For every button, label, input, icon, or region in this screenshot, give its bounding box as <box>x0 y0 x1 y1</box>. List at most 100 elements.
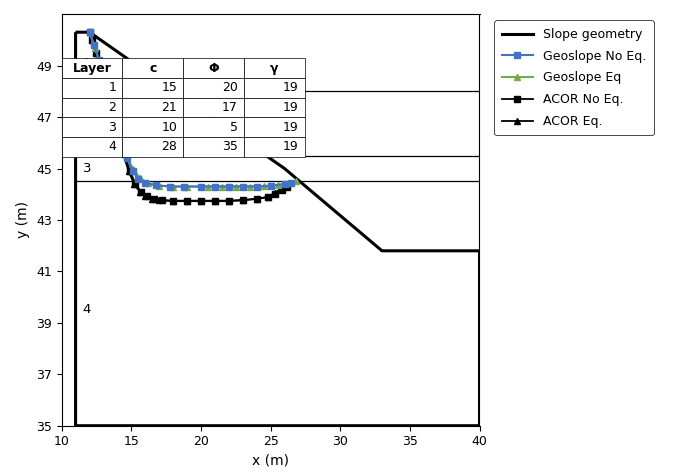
ACOR Eq. <box>119 150 127 156</box>
Text: 3: 3 <box>83 162 91 175</box>
ACOR Eq. <box>197 198 205 204</box>
ACOR No Eq. <box>98 65 106 71</box>
Line: ACOR No Eq.: ACOR No Eq. <box>87 29 290 203</box>
Geoslope Eq <box>260 183 268 189</box>
Geoslope No Eq. <box>197 184 205 189</box>
Geoslope No Eq. <box>134 176 142 182</box>
Geoslope Eq <box>102 83 110 89</box>
Geoslope Eq <box>109 106 117 112</box>
ACOR Eq. <box>136 189 144 194</box>
ACOR No Eq. <box>197 198 205 203</box>
Text: 4: 4 <box>83 304 91 316</box>
Geoslope Eq <box>246 184 254 189</box>
Geoslope Eq <box>86 29 94 35</box>
X-axis label: x (m): x (m) <box>252 454 289 468</box>
Geoslope No Eq. <box>106 96 114 102</box>
Geoslope Eq <box>232 184 240 189</box>
Geoslope Eq <box>273 182 282 188</box>
Geoslope No Eq. <box>266 183 275 189</box>
Geoslope No Eq. <box>287 180 295 185</box>
Geoslope No Eq. <box>86 29 94 35</box>
Geoslope Eq <box>129 166 137 171</box>
Geoslope No Eq. <box>225 184 233 189</box>
ACOR No Eq. <box>121 150 129 156</box>
ACOR No Eq. <box>183 198 191 203</box>
Geoslope Eq <box>122 150 130 156</box>
ACOR Eq. <box>125 168 133 174</box>
ACOR Eq. <box>253 196 261 201</box>
Geoslope No Eq. <box>253 184 261 189</box>
ACOR Eq. <box>276 186 284 192</box>
Text: 2: 2 <box>83 118 91 131</box>
Geoslope No Eq. <box>101 76 109 81</box>
Geoslope No Eq. <box>90 42 98 48</box>
ACOR No Eq. <box>211 198 219 203</box>
Geoslope No Eq. <box>211 184 219 189</box>
ACOR No Eq. <box>114 130 123 135</box>
Geoslope No Eq. <box>117 137 125 143</box>
ACOR No Eq. <box>264 194 272 200</box>
Line: ACOR Eq.: ACOR Eq. <box>87 29 283 204</box>
ACOR Eq. <box>183 198 191 204</box>
Legend: Slope geometry, Geoslope No Eq., Geoslope Eq, ACOR No Eq., ACOR Eq.: Slope geometry, Geoslope No Eq., Geoslop… <box>494 20 653 135</box>
ACOR Eq. <box>92 50 101 56</box>
ACOR No Eq. <box>225 198 233 203</box>
Geoslope Eq <box>218 184 226 189</box>
ACOR Eq. <box>88 37 97 43</box>
ACOR No Eq. <box>238 197 247 203</box>
Geoslope Eq <box>155 183 163 189</box>
ACOR Eq. <box>238 198 247 203</box>
ACOR Eq. <box>102 86 110 92</box>
ACOR No Eq. <box>126 168 134 174</box>
Line: Geoslope No Eq.: Geoslope No Eq. <box>87 29 295 189</box>
Geoslope No Eq. <box>280 181 288 187</box>
Geoslope Eq <box>183 184 191 189</box>
ACOR Eq. <box>141 193 149 199</box>
Geoslope Eq <box>91 45 99 51</box>
ACOR No Eq. <box>142 193 151 199</box>
ACOR Eq. <box>108 106 116 112</box>
ACOR Eq. <box>97 65 105 71</box>
Geoslope Eq <box>144 181 152 186</box>
ACOR No Eq. <box>86 29 94 35</box>
Geoslope No Eq. <box>141 180 149 185</box>
ACOR No Eq. <box>253 196 261 201</box>
Geoslope Eq <box>284 181 292 186</box>
Geoslope No Eq. <box>129 168 137 174</box>
ACOR No Eq. <box>92 50 101 56</box>
Geoslope No Eq. <box>112 117 120 123</box>
ACOR Eq. <box>130 181 138 187</box>
ACOR No Eq. <box>271 192 279 197</box>
ACOR Eq. <box>113 130 121 135</box>
Geoslope Eq <box>97 63 105 69</box>
Geoslope Eq <box>114 130 123 135</box>
ACOR Eq. <box>271 190 279 196</box>
Geoslope No Eq. <box>166 184 175 189</box>
ACOR No Eq. <box>149 196 158 201</box>
Geoslope No Eq. <box>238 184 247 189</box>
Geoslope Eq <box>169 184 177 189</box>
Geoslope No Eq. <box>180 184 188 189</box>
ACOR No Eq. <box>137 189 145 194</box>
Geoslope No Eq. <box>123 156 132 161</box>
ACOR No Eq. <box>277 187 286 193</box>
ACOR Eq. <box>148 196 156 201</box>
Geoslope Eq <box>204 184 212 189</box>
ACOR Eq. <box>211 198 219 204</box>
ACOR No Eq. <box>88 37 97 43</box>
ACOR No Eq. <box>103 86 112 92</box>
ACOR No Eq. <box>132 181 140 187</box>
Text: 1: 1 <box>83 57 91 70</box>
ACOR No Eq. <box>109 106 117 112</box>
ACOR Eq. <box>155 198 163 203</box>
ACOR No Eq. <box>158 197 166 203</box>
Geoslope No Eq. <box>152 183 160 188</box>
ACOR No Eq. <box>283 184 291 189</box>
Line: Geoslope Eq: Geoslope Eq <box>87 29 299 189</box>
Geoslope Eq <box>136 175 144 180</box>
Y-axis label: y (m): y (m) <box>16 201 31 238</box>
ACOR Eq. <box>264 194 272 200</box>
ACOR Eq. <box>86 29 94 35</box>
Geoslope No Eq. <box>95 58 103 63</box>
ACOR Eq. <box>225 198 233 204</box>
